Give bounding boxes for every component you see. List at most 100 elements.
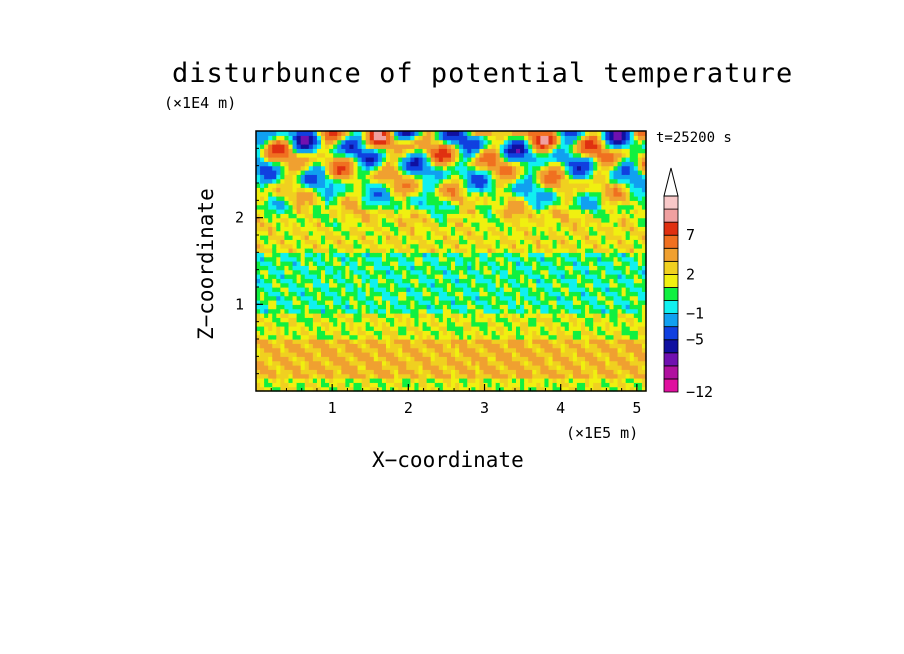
field-cell [467, 204, 472, 210]
field-cell [556, 144, 562, 149]
field-cell [442, 365, 448, 370]
field-cell [365, 144, 371, 149]
field-cell [406, 243, 411, 249]
field-cell [548, 196, 554, 201]
field-cell [284, 308, 290, 314]
field-cell [585, 148, 590, 154]
field-cell [520, 282, 525, 288]
field-cell [256, 313, 261, 318]
field-cell [418, 334, 424, 340]
field-cell [438, 187, 444, 193]
field-cell [471, 365, 476, 370]
field-cell [390, 360, 395, 366]
field-cell [284, 230, 290, 236]
field-cell [459, 317, 464, 323]
field-cell [321, 157, 326, 162]
field-cell [589, 222, 594, 227]
field-cell [410, 386, 416, 392]
field-cell [438, 196, 444, 201]
field-cell [503, 278, 509, 284]
field-cell [284, 369, 290, 375]
field-cell [406, 360, 411, 366]
field-cell [442, 373, 448, 379]
field-cell [414, 326, 420, 331]
field-cell [268, 187, 273, 193]
field-cell [483, 360, 489, 366]
field-cell [264, 183, 269, 188]
field-cell [341, 308, 346, 314]
field-cell [349, 291, 355, 297]
field-cell [451, 360, 456, 366]
field-cell [581, 148, 586, 154]
field-cell [284, 321, 290, 327]
field-cell [475, 326, 481, 331]
field-cell [373, 265, 379, 271]
field-cell [308, 256, 314, 262]
field-cell [572, 304, 578, 310]
field-cell [308, 161, 314, 167]
field-cell [300, 352, 306, 357]
field-cell [260, 287, 265, 292]
field-cell [276, 230, 281, 236]
field-cell [511, 157, 517, 162]
field-cell [398, 265, 403, 271]
field-cell [463, 196, 468, 201]
field-cell [491, 308, 497, 314]
field-cell [369, 386, 375, 392]
field-cell [321, 278, 326, 284]
field-cell [394, 248, 399, 253]
field-cell [361, 256, 367, 262]
field-cell [438, 239, 444, 245]
field-cell [564, 386, 570, 392]
field-cell [333, 256, 338, 262]
field-cell [585, 144, 590, 149]
field-cell [390, 343, 395, 349]
field-cell [459, 347, 464, 353]
field-cell [280, 217, 286, 223]
field-cell [422, 382, 428, 388]
field-cell [532, 282, 537, 288]
field-cell [256, 317, 261, 323]
field-cell [540, 386, 546, 392]
field-cell [430, 369, 436, 375]
field-cell [345, 139, 351, 145]
field-cell [398, 235, 403, 240]
field-cell [576, 165, 582, 171]
field-cell [337, 282, 342, 288]
field-cell [276, 382, 281, 388]
field-cell [308, 165, 314, 171]
field-cell [369, 360, 375, 366]
field-cell [463, 386, 468, 392]
field-cell [459, 152, 464, 158]
field-cell [312, 360, 318, 366]
field-cell [402, 256, 407, 262]
field-cell [333, 382, 338, 388]
field-cell [589, 321, 594, 327]
field-cell [593, 347, 598, 353]
field-cell [520, 308, 525, 314]
field-cell [410, 135, 416, 141]
field-cell [284, 148, 290, 154]
field-cell [552, 165, 558, 171]
field-cell [325, 213, 330, 219]
field-cell [426, 269, 432, 275]
field-cell [516, 230, 521, 236]
field-cell [321, 360, 326, 366]
field-cell [333, 144, 338, 149]
field-cell [365, 213, 371, 219]
field-cell [463, 226, 468, 232]
field-cell [284, 278, 290, 284]
field-cell [459, 261, 464, 266]
field-cell [499, 200, 505, 206]
field-cell [556, 343, 562, 349]
field-cell [585, 278, 590, 284]
field-cell [329, 135, 334, 141]
field-cell [284, 191, 290, 197]
field-cell [268, 204, 273, 210]
field-cell [321, 378, 326, 383]
field-cell [349, 256, 355, 262]
field-cell [463, 330, 468, 336]
field-cell [345, 269, 351, 275]
field-cell [430, 265, 436, 271]
field-cell [256, 213, 261, 219]
